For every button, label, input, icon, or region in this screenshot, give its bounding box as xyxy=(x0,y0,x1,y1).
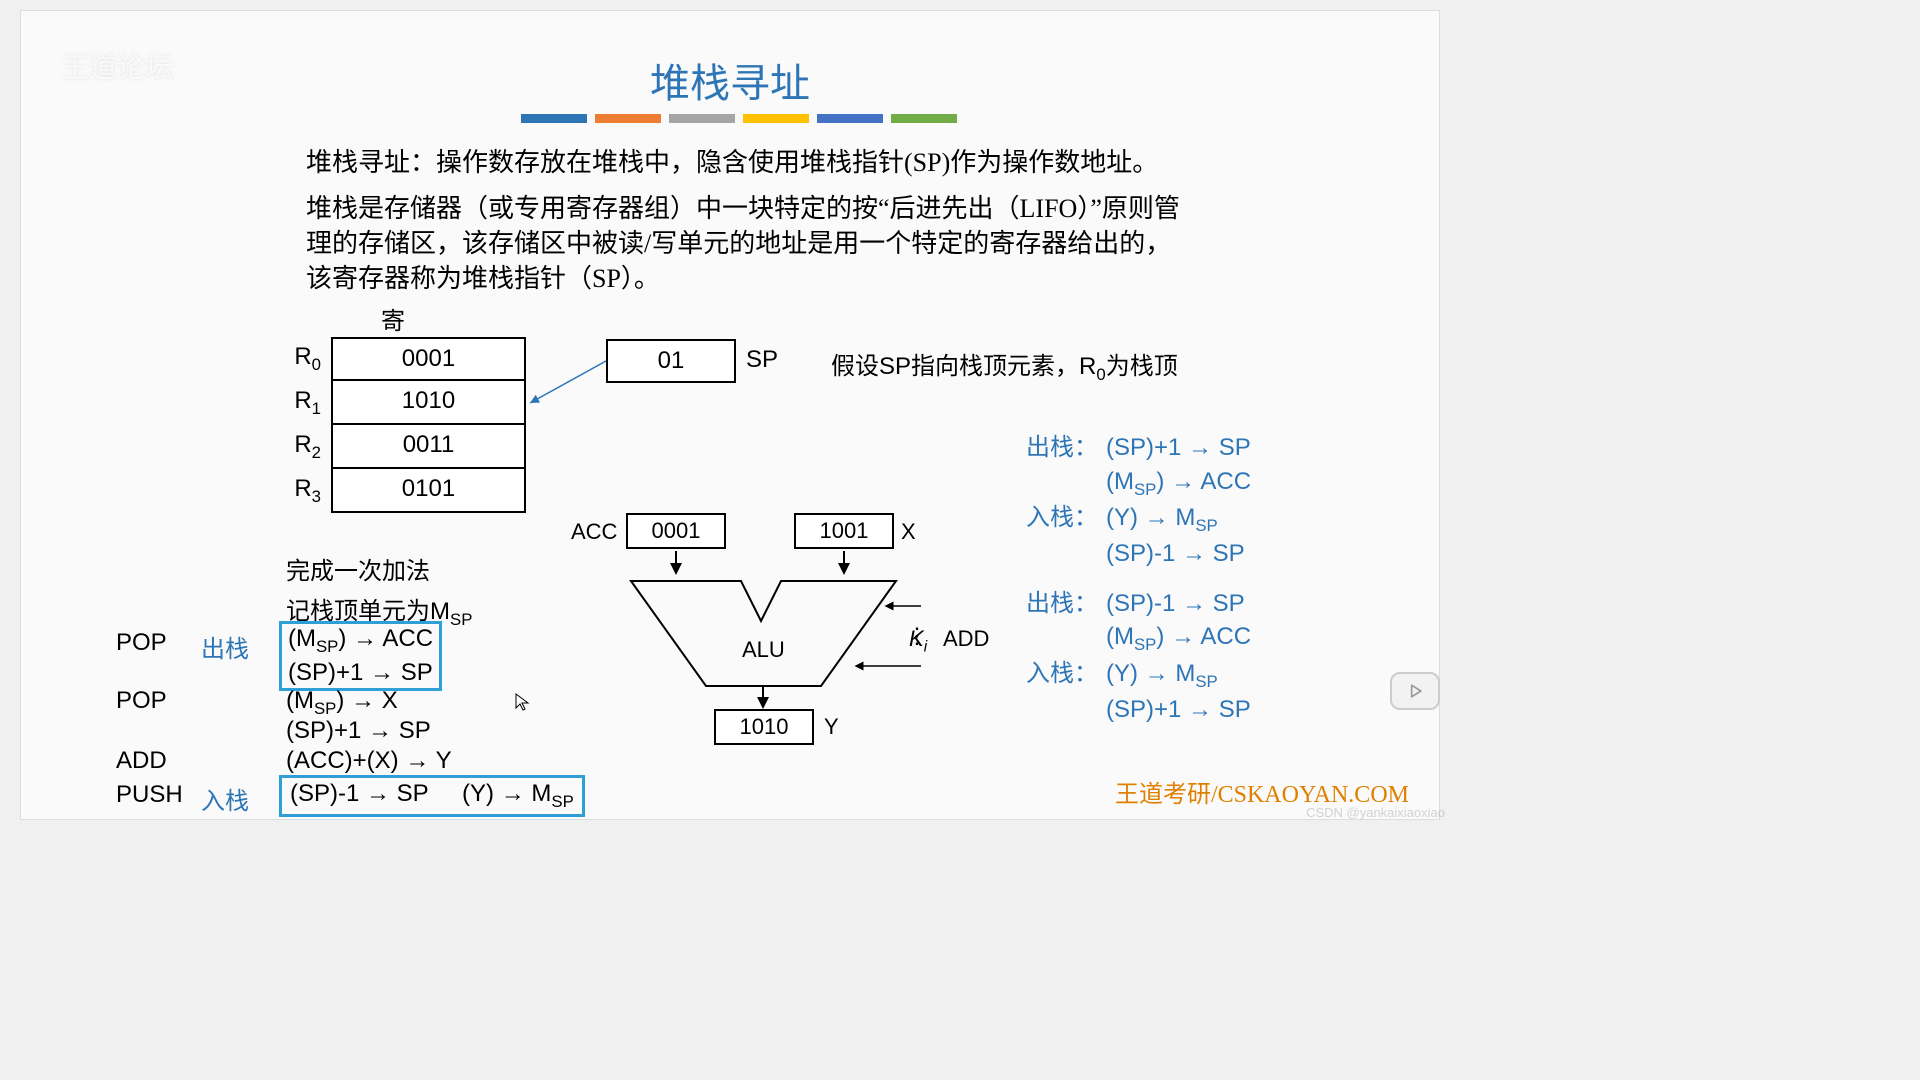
play-icon xyxy=(1405,681,1425,701)
bar-1 xyxy=(521,114,587,123)
ki-label: Ki xyxy=(909,626,927,656)
y-box: 1010 xyxy=(714,709,814,745)
pop2-line1: (MSP) → X xyxy=(286,687,398,719)
title-underline-bars xyxy=(521,114,957,123)
cursor-icon xyxy=(515,693,531,713)
reg-cell-3: 0101 xyxy=(331,469,526,513)
add-step-line: (ACC)+(X) → Y xyxy=(286,747,452,775)
bar-2 xyxy=(595,114,661,123)
right-operations: 出栈： (SP)+1 → SP (MSP) → ACC 入栈： (Y) → MS… xyxy=(1026,431,1251,727)
pop2-label: POP xyxy=(116,687,167,715)
pop1-label: POP xyxy=(116,629,167,657)
reg-cell-1: 1010 xyxy=(331,381,526,425)
register-row-3: R3 0101 xyxy=(281,469,526,513)
bar-4 xyxy=(743,114,809,123)
reg-label-3: R3 xyxy=(281,475,321,507)
right-op-4: 入栈： (Y) → MSP (SP)+1 → SP xyxy=(1026,657,1251,727)
reg-label-0: R0 xyxy=(281,343,321,375)
sp-arrow xyxy=(526,359,611,409)
bar-6 xyxy=(891,114,957,123)
push-label: PUSH xyxy=(116,781,183,809)
play-button[interactable] xyxy=(1390,672,1440,710)
paragraph-1: 堆栈寻址：操作数存放在堆栈中，隐含使用堆栈指针(SP)作为操作数地址。 xyxy=(306,145,1206,180)
register-row-2: R2 0011 xyxy=(281,425,526,469)
sp-label: SP xyxy=(746,346,778,374)
ruzhan-label: 入栈 xyxy=(201,781,249,816)
alu-label: ALU xyxy=(742,637,785,663)
slide-title: 堆栈寻址 xyxy=(21,51,1439,109)
chuzhan-label: 出栈 xyxy=(201,629,249,664)
right-op-2: 入栈： (Y) → MSP (SP)-1 → SP xyxy=(1026,501,1251,571)
bar-3 xyxy=(669,114,735,123)
add-label: ADD xyxy=(943,626,989,652)
alu-diagram: ACC 0001 1001 X ⋮ ALU Ki ADD 1010 Y xyxy=(566,511,946,751)
reg-label-1: R1 xyxy=(281,387,321,419)
pop1-box: (MSP) → ACC (SP)+1 → SP xyxy=(279,621,442,691)
watermark-bottom-right: CSDN @yankaixiaoxiao xyxy=(1306,805,1445,820)
register-row-1: R1 1010 xyxy=(281,381,526,425)
paragraph-2: 堆栈是存储器（或专用寄存器组）中一块特定的按“后进先出（LIFO）”原则管理的存… xyxy=(306,191,1186,296)
push-box: (SP)-1 → SP (Y) → MSP xyxy=(279,775,585,817)
slide-container: 王道论坛 堆栈寻址 堆栈寻址：操作数存放在堆栈中，隐含使用堆栈指针(SP)作为操… xyxy=(20,10,1440,820)
right-op-3: 出栈： (SP)-1 → SP (MSP) → ACC xyxy=(1026,587,1251,657)
bar-5 xyxy=(817,114,883,123)
y-label: Y xyxy=(824,714,839,740)
reg-cell-0: 0001 xyxy=(331,337,526,381)
pop2-line2: (SP)+1 → SP xyxy=(286,717,431,745)
add-step-label: ADD xyxy=(116,747,167,775)
footer-brand: 王道考研/CSKAOYAN.COM xyxy=(1115,774,1409,809)
sp-value-box: 01 xyxy=(606,339,736,383)
right-op-1: 出栈： (SP)+1 → SP (MSP) → ACC xyxy=(1026,431,1251,501)
step-heading-1: 完成一次加法 xyxy=(286,551,430,586)
reg-cell-2: 0011 xyxy=(331,425,526,469)
register-row-0: R0 0001 xyxy=(281,337,526,381)
assumption-text: 假设SP指向栈顶元素，R0为栈顶 xyxy=(831,346,1178,385)
reg-label-2: R2 xyxy=(281,431,321,463)
